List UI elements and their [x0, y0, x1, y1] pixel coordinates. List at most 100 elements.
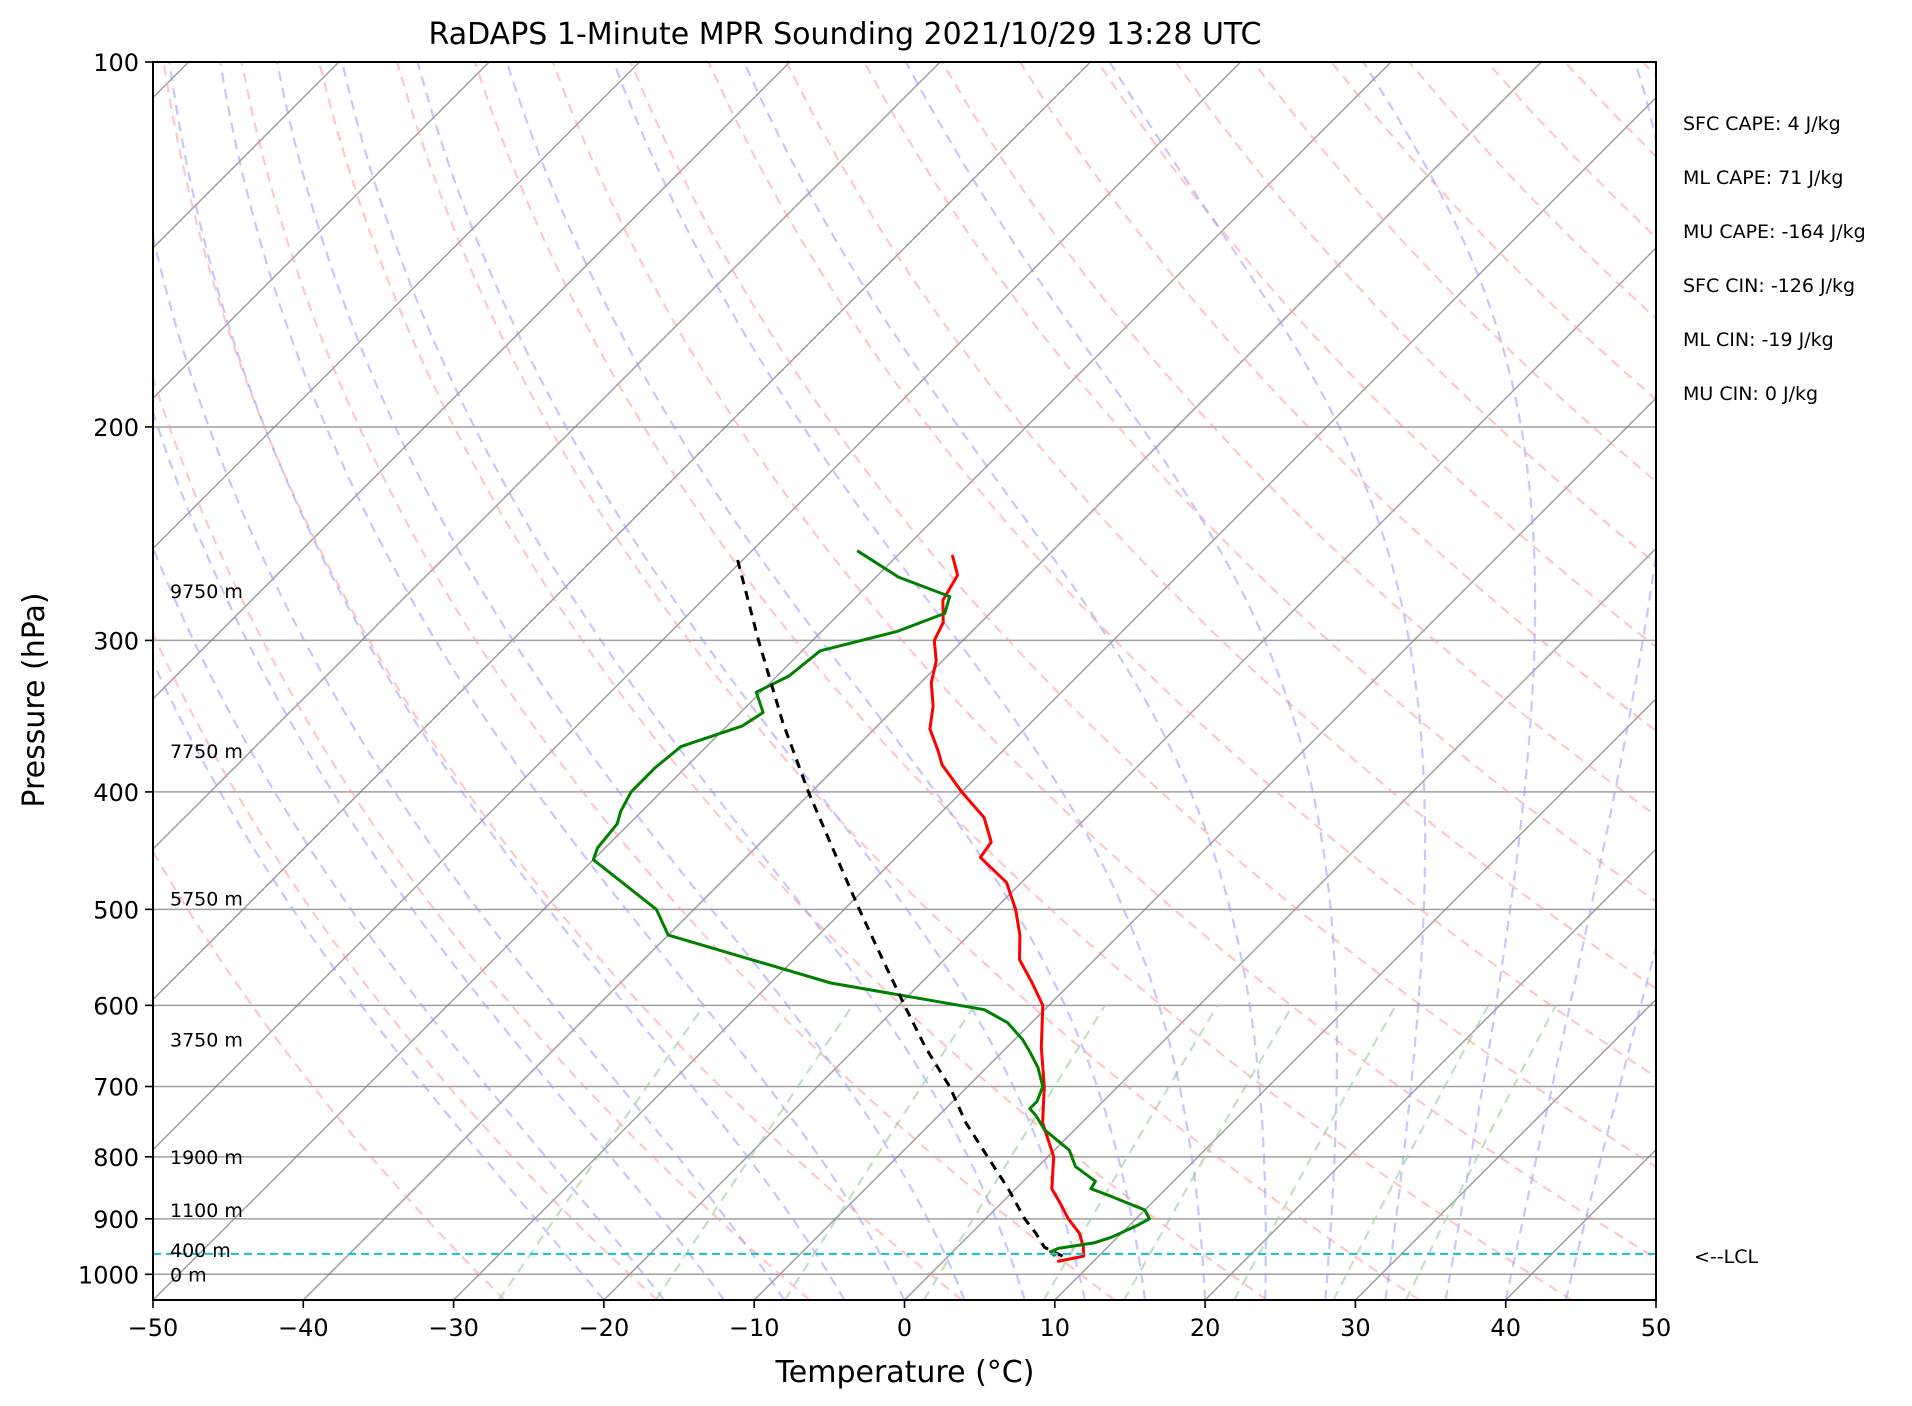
- y-tick-label: 600: [93, 992, 139, 1020]
- stability-index: ML CIN: -19 J/kg: [1683, 329, 1834, 351]
- chart-title: RaDAPS 1-Minute MPR Sounding 2021/10/29 …: [429, 17, 1262, 52]
- y-tick-label: 900: [93, 1206, 139, 1234]
- isotherm--10: [753, 397, 1656, 1300]
- y-tick-label: 700: [93, 1074, 139, 1102]
- indices: SFC CAPE: 4 J/kg ML CAPE: 71 J/kg MU CAPE:…: [1683, 113, 1866, 405]
- isotherm--60: [153, 62, 1242, 1151]
- stability-index: MU CIN: 0 J/kg: [1683, 383, 1818, 405]
- dry-adiabat: [153, 631, 659, 1300]
- isotherm--30: [453, 96, 1656, 1300]
- y-tick-label: 800: [93, 1144, 139, 1172]
- dry-adiabat: [240, 62, 1116, 1300]
- moist-adiabat: [1504, 62, 1656, 1300]
- isotherm-60: [1806, 62, 1912, 1300]
- isotherm-20: [1204, 848, 1656, 1300]
- moist-adiabat: [153, 544, 665, 1300]
- isotherm-40: [1505, 1148, 1656, 1300]
- dry-adiabat: [785, 62, 1656, 990]
- isotherm--110: [153, 62, 490, 400]
- y-tick-label: 400: [93, 779, 139, 807]
- moist-adiabat: [1362, 62, 1537, 1300]
- dry-adiabat: [1721, 62, 1912, 1300]
- mixing-ratio-line: [1332, 1004, 1490, 1300]
- x-tick-label: −40: [278, 1314, 329, 1342]
- moist-adiabat: [153, 231, 786, 1300]
- moist-adiabat: [904, 62, 1338, 1300]
- moist-adiabat: [168, 62, 846, 1300]
- dry-adiabat: [1641, 62, 1656, 78]
- dry-adiabat: [941, 62, 1656, 817]
- mixing-ratio-line: [1123, 1004, 1294, 1300]
- moist-adiabat: [153, 659, 605, 1300]
- x-tick-label: 30: [1340, 1314, 1371, 1342]
- dry-adiabat: [473, 62, 1573, 1300]
- moist-adiabat: [276, 62, 966, 1300]
- height-label: 3750 m: [170, 1029, 243, 1051]
- x-axis-label: Temperature (°C): [775, 1355, 1035, 1390]
- moist-adiabat: [341, 62, 1026, 1300]
- dry-adiabat: [1018, 62, 1656, 733]
- mixing-ratio-line: [922, 1004, 1106, 1300]
- x-tick-label: 0: [897, 1314, 912, 1342]
- dry-adiabat: [318, 62, 1268, 1300]
- isotherm--50: [153, 62, 1392, 1300]
- x-tick-label: 50: [1641, 1314, 1672, 1342]
- y-axis-label: Pressure (hPa): [17, 592, 52, 807]
- y-tick-label: 500: [93, 896, 139, 924]
- mixing-ratio-line: [783, 1004, 976, 1300]
- y-tick-label: 300: [93, 627, 139, 655]
- x-tick-label: 40: [1490, 1314, 1521, 1342]
- isotherm-0: [903, 547, 1656, 1300]
- x-tick-label: −30: [428, 1314, 479, 1342]
- x-tick-label: 10: [1040, 1314, 1071, 1342]
- moist-adiabat: [1564, 943, 1656, 1300]
- x-tick-label: −10: [729, 1314, 780, 1342]
- background-lines: [153, 62, 1912, 1300]
- stability-index: ML CAPE: 71 J/kg: [1683, 167, 1843, 189]
- mixing-ratio-line: [1404, 1004, 1557, 1300]
- stability-index: SFC CAPE: 4 J/kg: [1683, 113, 1841, 135]
- dry-adiabat: [629, 62, 1656, 1169]
- dry-adiabat: [153, 849, 506, 1300]
- dry-adiabat: [1096, 62, 1656, 649]
- mixing-ratio-line: [1233, 1004, 1397, 1300]
- moist-adiabat: [153, 408, 725, 1300]
- isotherm-30: [1354, 998, 1656, 1300]
- mixing-ratio-line: [654, 1004, 854, 1300]
- moist-adiabat: [612, 62, 1207, 1300]
- isotherm--90: [153, 62, 791, 700]
- dry-adiabat: [1563, 62, 1656, 159]
- isotherm--70: [153, 62, 1091, 1001]
- moist-adiabat: [219, 62, 906, 1300]
- height-label: 400 m: [170, 1240, 231, 1262]
- profile-lines: [591, 549, 1151, 1263]
- height-label: 0 m: [170, 1264, 207, 1286]
- temperature-line: [928, 554, 1086, 1263]
- dry-adiabat: [153, 374, 811, 1300]
- moist-adiabat: [743, 62, 1267, 1300]
- dry-adiabat: [551, 62, 1656, 1260]
- dry-adiabat: [707, 62, 1656, 1079]
- y-tick-label: 200: [93, 414, 139, 442]
- dry-adiabat: [1252, 62, 1656, 483]
- lcl-label: <--LCL: [1694, 1246, 1758, 1268]
- y-ticks: 100 200 300 400 500 600 700 800 900 1000: [78, 49, 153, 1289]
- stability-index: SFC CIN: -126 J/kg: [1683, 275, 1855, 297]
- dry-adiabat: [1174, 62, 1656, 566]
- height-label: 5750 m: [170, 889, 243, 911]
- height-label: 9750 m: [170, 581, 243, 603]
- moist-adiabat: [1108, 62, 1427, 1300]
- moist-adiabat: [505, 62, 1147, 1300]
- isotherm-50: [1655, 1298, 1656, 1300]
- x-ticks: −50 −40 −30 −20 −10 0 10 20 30 40 50: [128, 1300, 1672, 1342]
- parcel-line: [735, 556, 1064, 1258]
- mixing-ratio-line: [497, 1004, 706, 1300]
- moist-adiabat: [416, 62, 1086, 1300]
- height-label: 1900 m: [170, 1147, 243, 1169]
- stability-index: MU CAPE: -164 J/kg: [1683, 221, 1866, 243]
- x-tick-label: −50: [128, 1314, 179, 1342]
- lcl-group: <--LCL: [153, 1246, 1758, 1268]
- isotherm--80: [153, 62, 941, 851]
- dry-adiabat: [1408, 62, 1656, 320]
